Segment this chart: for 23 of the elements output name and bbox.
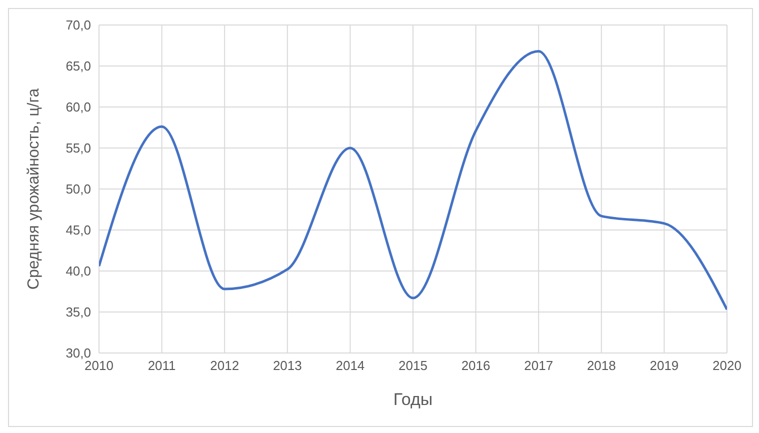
x-tick-label: 2012 [210, 358, 240, 374]
x-tick-label: 2016 [461, 358, 490, 374]
x-tick-label: 2019 [650, 358, 679, 374]
x-axis-title: Годы [393, 390, 433, 409]
x-tick-label: 2013 [272, 358, 302, 374]
x-tick-label: 2015 [398, 358, 428, 374]
y-tick-label: 45,0 [66, 222, 91, 238]
x-tick-label: 2020 [712, 358, 742, 374]
y-tick-label: 65,0 [66, 58, 91, 74]
x-tick-label: 2018 [586, 358, 616, 374]
y-tick-label: 35,0 [66, 304, 91, 320]
x-tick-label: 2011 [148, 358, 176, 374]
y-tick-label: 50,0 [66, 182, 91, 197]
y-tick-label: 60,0 [66, 100, 91, 115]
line-series [99, 50, 727, 311]
x-tick-label: 2010 [84, 358, 114, 374]
y-tick-label: 55,0 [66, 140, 91, 156]
y-tick-label: 30,0 [66, 346, 91, 361]
x-tick-label: 2014 [336, 358, 365, 374]
y-axis-title: Средняя урожайность, ц/га [26, 88, 43, 290]
y-tick-label: 40,0 [66, 264, 91, 279]
y-tick-label: 70,0 [66, 18, 91, 33]
x-tick-label: 2017 [524, 358, 554, 374]
